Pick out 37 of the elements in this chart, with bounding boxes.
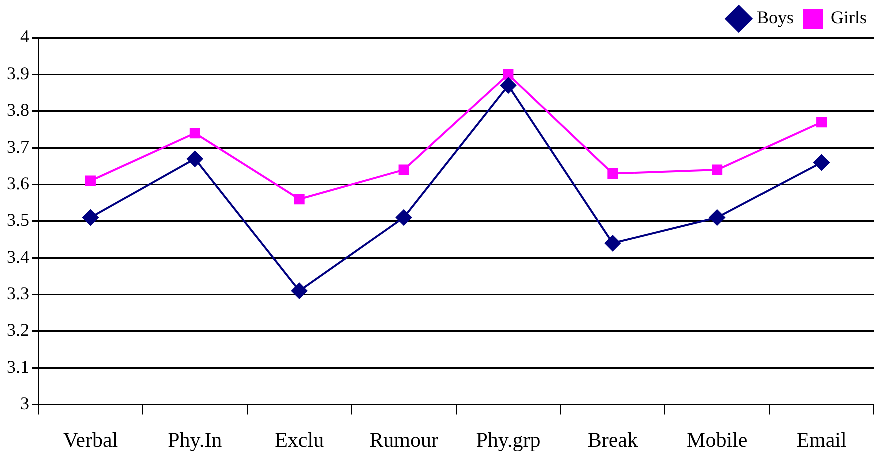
y-tick-label: 3.6	[7, 173, 30, 194]
legend-label: Boys	[756, 8, 794, 28]
point	[712, 164, 723, 176]
point	[604, 235, 621, 252]
x-tick-label: Phy.In	[168, 428, 223, 452]
x-tick-label: Exclu	[275, 428, 325, 452]
point	[396, 210, 412, 226]
y-tick-label: 3.5	[7, 210, 30, 230]
point	[816, 117, 828, 128]
point	[503, 69, 514, 80]
point	[187, 151, 204, 168]
x-tick-label: Verbal	[63, 428, 118, 452]
point	[85, 176, 96, 186]
point	[709, 210, 726, 226]
x-tick-label: Phy.grp	[476, 428, 541, 452]
y-tick-label: 3.2	[7, 320, 30, 340]
y-tick-label: 3.3	[7, 283, 30, 304]
y-tick-label: 3.8	[7, 100, 30, 120]
y-tick-label: 3.1	[7, 356, 30, 377]
y-tick-label: 4	[20, 26, 30, 47]
x-tick-label: Email	[796, 428, 848, 452]
y-tick-label: 3	[20, 394, 30, 414]
y-tick-label: 3.4	[7, 246, 30, 267]
point	[190, 128, 200, 139]
point	[500, 78, 516, 94]
y-tick-label: 3.9	[7, 63, 30, 84]
point	[82, 210, 99, 226]
point	[398, 164, 410, 176]
point	[814, 154, 830, 171]
y-tick-label: 3.7	[7, 136, 30, 157]
x-tick-label: Rumour	[370, 428, 438, 452]
point	[292, 283, 308, 300]
point	[294, 194, 305, 205]
x-tick-label: Mobile	[687, 428, 748, 452]
legend-label: Girls	[831, 8, 867, 28]
point	[608, 168, 618, 179]
x-tick-label: Break	[588, 428, 638, 452]
